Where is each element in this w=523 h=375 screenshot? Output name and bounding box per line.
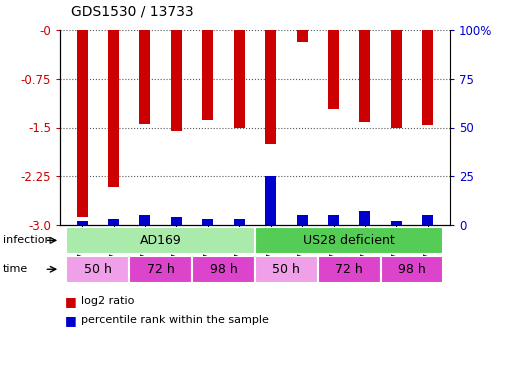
Bar (66, 256, 129, 283)
Text: 72 h: 72 h (335, 263, 363, 276)
Bar (265, 30, 276, 144)
Bar (265, 176, 276, 225)
Bar (108, 30, 119, 187)
Bar (140, 215, 151, 225)
Text: 98 h: 98 h (398, 263, 426, 276)
Bar (359, 30, 370, 122)
Text: time: time (3, 264, 28, 274)
Bar (202, 219, 213, 225)
Text: percentile rank within the sample: percentile rank within the sample (81, 315, 269, 325)
Text: ■: ■ (65, 314, 77, 327)
Bar (297, 30, 308, 42)
Bar (234, 30, 245, 128)
Bar (140, 30, 151, 124)
Bar (129, 256, 192, 283)
Text: log2 ratio: log2 ratio (81, 297, 134, 306)
Bar (192, 256, 255, 283)
Text: 50 h: 50 h (84, 263, 112, 276)
Bar (255, 256, 318, 283)
Bar (255, 227, 444, 254)
Bar (391, 221, 402, 225)
Text: US28 deficient: US28 deficient (303, 234, 395, 247)
Bar (108, 219, 119, 225)
Bar (77, 30, 88, 217)
Bar (171, 30, 182, 131)
Bar (66, 227, 255, 254)
Bar (328, 30, 339, 109)
Bar (359, 211, 370, 225)
Bar (297, 215, 308, 225)
Bar (381, 256, 444, 283)
Bar (234, 219, 245, 225)
Bar (422, 215, 433, 225)
Text: infection: infection (3, 236, 51, 245)
Bar (171, 217, 182, 225)
Text: 72 h: 72 h (147, 263, 175, 276)
Text: AD169: AD169 (140, 234, 181, 247)
Bar (391, 30, 402, 128)
Bar (202, 30, 213, 120)
Text: ■: ■ (65, 295, 77, 308)
Bar (422, 30, 433, 125)
Text: 98 h: 98 h (210, 263, 237, 276)
Bar (77, 221, 88, 225)
Text: 50 h: 50 h (272, 263, 300, 276)
Bar (328, 215, 339, 225)
Bar (318, 256, 381, 283)
Text: GDS1530 / 13733: GDS1530 / 13733 (71, 5, 193, 19)
